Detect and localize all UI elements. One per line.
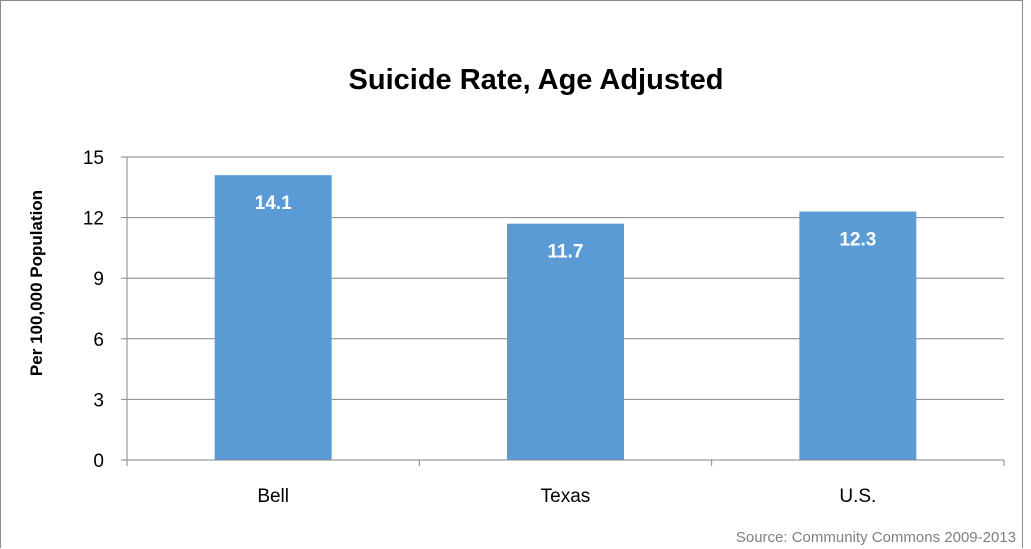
data-label-u-s: 12.3: [839, 230, 876, 251]
bar-bell: [214, 175, 332, 460]
y-tick-label-15: 15: [83, 148, 104, 169]
x-category-label-texas: Texas: [541, 486, 591, 507]
y-tick-label-6: 6: [93, 330, 104, 351]
source-note: Source: Community Commons 2009-2013: [736, 529, 1016, 546]
x-category-label-u-s: U.S.: [839, 486, 876, 507]
axes: [121, 156, 1005, 466]
y-tick-label-9: 9: [93, 269, 104, 290]
data-label-texas: 11.7: [548, 242, 584, 263]
y-axis-label: Per 100,000 Population: [27, 190, 46, 376]
y-tick-label-3: 3: [93, 390, 104, 411]
bar-texas: [507, 223, 624, 460]
chart-title: Suicide Rate, Age Adjusted: [349, 64, 724, 96]
bar-u-s: [799, 211, 917, 460]
y-tick-label-12: 12: [83, 209, 104, 230]
labels: 0 3 6 9 12 15 14.1 Bell 11.7 Texas 12.3 U.S.: [83, 148, 876, 507]
data-label-bell: 14.1: [255, 193, 292, 214]
x-category-label-bell: Bell: [257, 486, 289, 507]
y-tick-label-0: 0: [93, 451, 104, 472]
bars: [214, 175, 917, 460]
